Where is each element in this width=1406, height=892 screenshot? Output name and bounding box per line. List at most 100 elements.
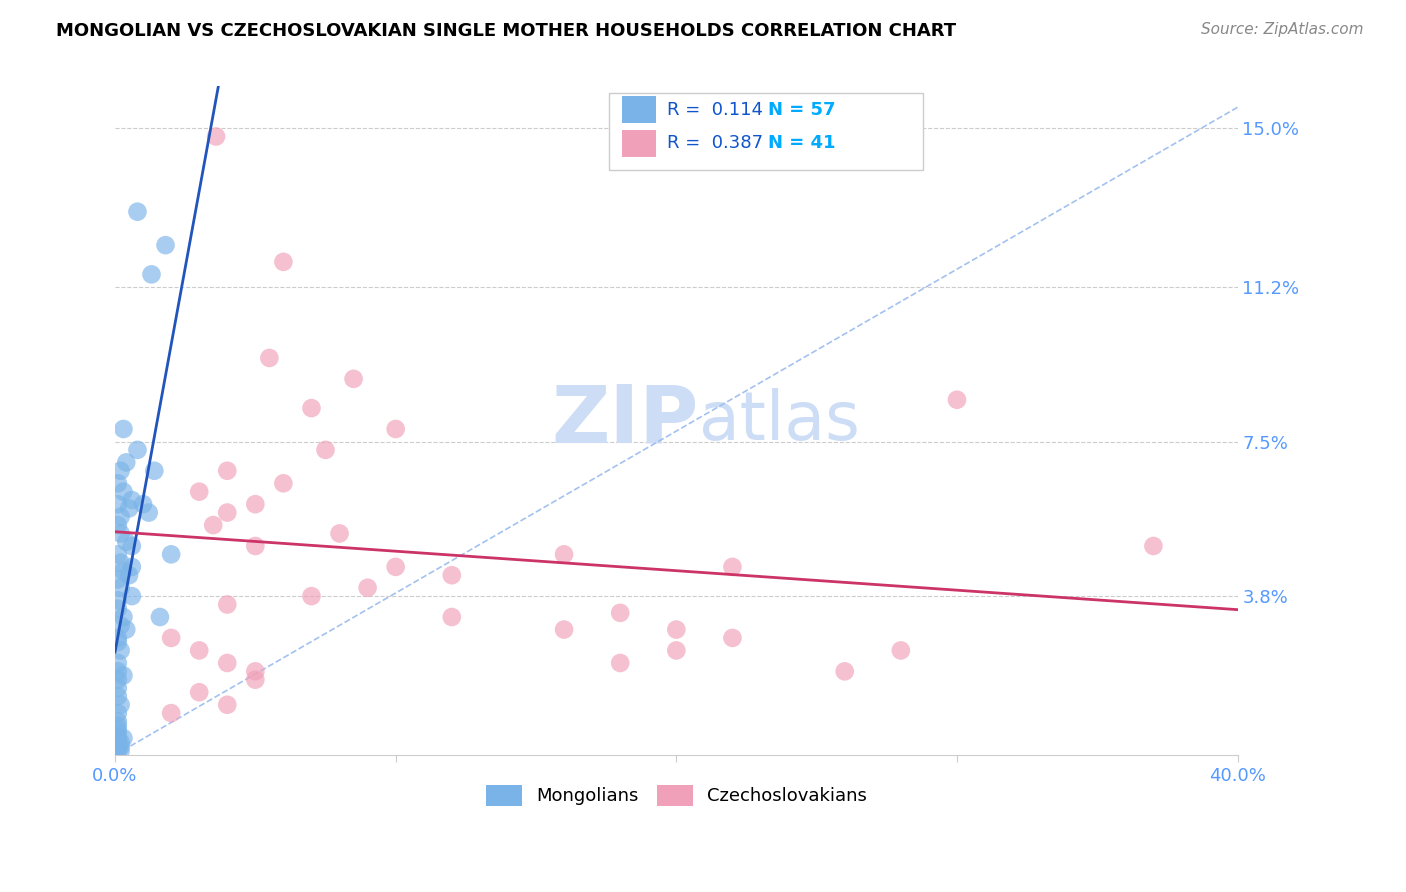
- Point: [107, 476, 129, 491]
- Point: [115, 534, 138, 549]
- Point: [665, 643, 688, 657]
- Point: [118, 568, 141, 582]
- Point: [665, 623, 688, 637]
- Point: [1142, 539, 1164, 553]
- Legend: Mongolians, Czechoslovakians: Mongolians, Czechoslovakians: [478, 778, 875, 813]
- Point: [115, 623, 138, 637]
- Point: [328, 526, 350, 541]
- Point: [112, 484, 135, 499]
- Point: [217, 464, 239, 478]
- Point: [188, 685, 211, 699]
- Point: [217, 506, 239, 520]
- Point: [110, 618, 132, 632]
- FancyBboxPatch shape: [609, 93, 924, 170]
- Point: [112, 422, 135, 436]
- Text: Source: ZipAtlas.com: Source: ZipAtlas.com: [1201, 22, 1364, 37]
- Point: [245, 665, 267, 679]
- Point: [273, 476, 295, 491]
- Bar: [623, 96, 657, 123]
- Point: [259, 351, 281, 365]
- Point: [110, 556, 132, 570]
- Point: [553, 623, 575, 637]
- Point: [112, 668, 135, 682]
- Point: [112, 731, 135, 746]
- Point: [273, 255, 295, 269]
- Point: [121, 493, 143, 508]
- Point: [107, 635, 129, 649]
- Point: [946, 392, 969, 407]
- Point: [217, 698, 239, 712]
- Point: [107, 739, 129, 754]
- Point: [315, 442, 337, 457]
- Point: [110, 464, 132, 478]
- Point: [110, 744, 132, 758]
- Text: N = 41: N = 41: [768, 134, 837, 153]
- Point: [217, 656, 239, 670]
- Text: R =  0.114: R = 0.114: [668, 101, 763, 119]
- Point: [107, 735, 129, 749]
- Point: [107, 601, 129, 615]
- Point: [160, 631, 183, 645]
- Point: [721, 631, 744, 645]
- Point: [110, 581, 132, 595]
- Point: [155, 238, 177, 252]
- Point: [127, 204, 149, 219]
- Point: [138, 506, 160, 520]
- Text: R =  0.387: R = 0.387: [668, 134, 763, 153]
- Point: [107, 547, 129, 561]
- Point: [721, 560, 744, 574]
- Point: [107, 744, 129, 758]
- Point: [107, 497, 129, 511]
- Point: [245, 673, 267, 687]
- Point: [107, 573, 129, 587]
- Text: MONGOLIAN VS CZECHOSLOVAKIAN SINGLE MOTHER HOUSEHOLDS CORRELATION CHART: MONGOLIAN VS CZECHOSLOVAKIAN SINGLE MOTH…: [56, 22, 956, 40]
- Point: [890, 643, 912, 657]
- Point: [107, 690, 129, 704]
- Point: [205, 129, 228, 144]
- Point: [217, 598, 239, 612]
- Point: [188, 484, 211, 499]
- Point: [149, 610, 172, 624]
- Point: [110, 735, 132, 749]
- Point: [107, 593, 129, 607]
- Point: [301, 589, 323, 603]
- Point: [143, 464, 166, 478]
- Point: [107, 518, 129, 533]
- Point: [160, 547, 183, 561]
- Point: [107, 706, 129, 720]
- Point: [245, 539, 267, 553]
- Point: [112, 564, 135, 578]
- Point: [110, 643, 132, 657]
- Point: [107, 719, 129, 733]
- Point: [107, 665, 129, 679]
- Point: [301, 401, 323, 416]
- Text: N = 57: N = 57: [768, 101, 837, 119]
- Point: [834, 665, 856, 679]
- Point: [121, 539, 143, 553]
- Point: [107, 714, 129, 729]
- Point: [127, 442, 149, 457]
- Point: [110, 509, 132, 524]
- Point: [107, 673, 129, 687]
- Point: [356, 581, 378, 595]
- Point: [112, 610, 135, 624]
- Point: [202, 518, 225, 533]
- Point: [141, 268, 163, 282]
- Text: ZIP: ZIP: [551, 382, 699, 459]
- Point: [118, 501, 141, 516]
- Point: [132, 497, 155, 511]
- Point: [342, 372, 364, 386]
- Point: [609, 656, 631, 670]
- Point: [440, 568, 463, 582]
- Point: [245, 497, 267, 511]
- Point: [440, 610, 463, 624]
- Point: [110, 526, 132, 541]
- Point: [110, 698, 132, 712]
- Point: [384, 560, 406, 574]
- Point: [553, 547, 575, 561]
- Point: [115, 455, 138, 469]
- Point: [188, 643, 211, 657]
- Point: [160, 706, 183, 720]
- Point: [107, 731, 129, 746]
- Point: [107, 681, 129, 695]
